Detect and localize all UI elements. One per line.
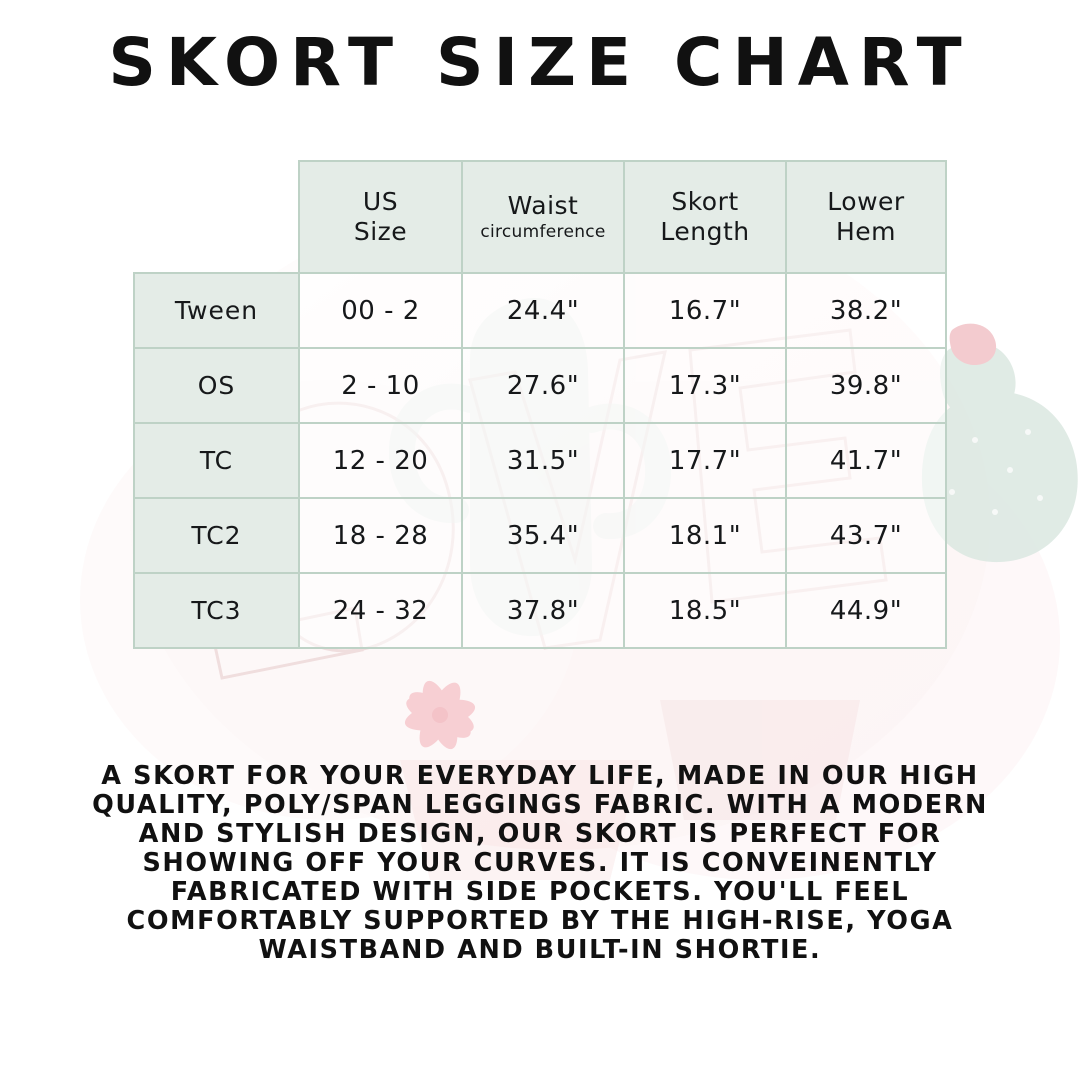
row-label: TC [133,422,300,499]
cell-length: 17.7" [623,422,787,499]
table-row: OS 2 - 10 27.6" 17.3" 39.8" [133,347,947,424]
cell-waist: 24.4" [461,272,625,349]
cell-us-size: 24 - 32 [298,572,463,649]
cell-waist: 35.4" [461,497,625,574]
cactus-flower-watermark [404,680,476,750]
header-waist: Waist circumference [461,160,625,274]
header-us-size: US Size [298,160,463,274]
cell-hem: 41.7" [785,422,947,499]
description-line: COMFORTABLY SUPPORTED BY THE HIGH-RISE, … [126,906,954,936]
cell-hem: 44.9" [785,572,947,649]
header-us-size-sub: Size [353,217,408,246]
header-lower-hem-sub: Hem [835,217,897,246]
description-line: A SKORT FOR YOUR EVERYDAY LIFE, MADE IN … [101,761,979,791]
header-lower-hem-main: Lower [827,186,905,216]
cell-us-size: 2 - 10 [298,347,463,424]
description-line: QUALITY, POLY/SPAN LEGGINGS FABRIC. WITH… [92,790,988,820]
row-label: Tween [133,272,300,349]
cell-waist: 37.8" [461,572,625,649]
page-title: SKORT SIZE CHART [108,24,972,101]
header-skort-length-sub: Length [660,217,750,246]
cell-us-size: 12 - 20 [298,422,463,499]
cell-waist: 27.6" [461,347,625,424]
cell-us-size: 00 - 2 [298,272,463,349]
header-skort-length-main: Skort [671,186,739,216]
row-label: TC3 [133,572,300,649]
header-skort-length: Skort Length [623,160,787,274]
header-waist-main: Waist [507,191,579,221]
cell-hem: 43.7" [785,497,947,574]
cell-length: 17.3" [623,347,787,424]
header-corner-cell [134,161,299,273]
cell-length: 16.7" [623,272,787,349]
table-row: TC3 24 - 32 37.8" 18.5" 44.9" [133,572,947,649]
size-chart-table: US Size Waist circumference Skort Length… [133,160,947,649]
cell-hem: 38.2" [785,272,947,349]
product-description: A SKORT FOR YOUR EVERYDAY LIFE, MADE IN … [90,762,990,965]
row-label: OS [133,347,300,424]
cell-length: 18.5" [623,572,787,649]
cell-hem: 39.8" [785,347,947,424]
cell-waist: 31.5" [461,422,625,499]
header-lower-hem: Lower Hem [785,160,947,274]
description-line: FABRICATED WITH SIDE POCKETS. YOU'LL FEE… [170,877,910,907]
header-us-size-main: US [362,186,399,216]
description-line: SHOWING OFF YOUR CURVES. IT IS CONVEINEN… [142,848,938,878]
cell-us-size: 18 - 28 [298,497,463,574]
cell-length: 18.1" [623,497,787,574]
description-line: WAISTBAND AND BUILT-IN SHORTIE. [258,935,822,965]
description-line: AND STYLISH DESIGN, OUR SKORT IS PERFECT… [138,819,942,849]
table-row: Tween 00 - 2 24.4" 16.7" 38.2" [133,272,947,349]
table-header-row: US Size Waist circumference Skort Length… [134,160,947,274]
header-waist-sub: circumference [480,221,606,242]
table-row: TC 12 - 20 31.5" 17.7" 41.7" [133,422,947,499]
row-label: TC2 [133,497,300,574]
table-row: TC2 18 - 28 35.4" 18.1" 43.7" [133,497,947,574]
